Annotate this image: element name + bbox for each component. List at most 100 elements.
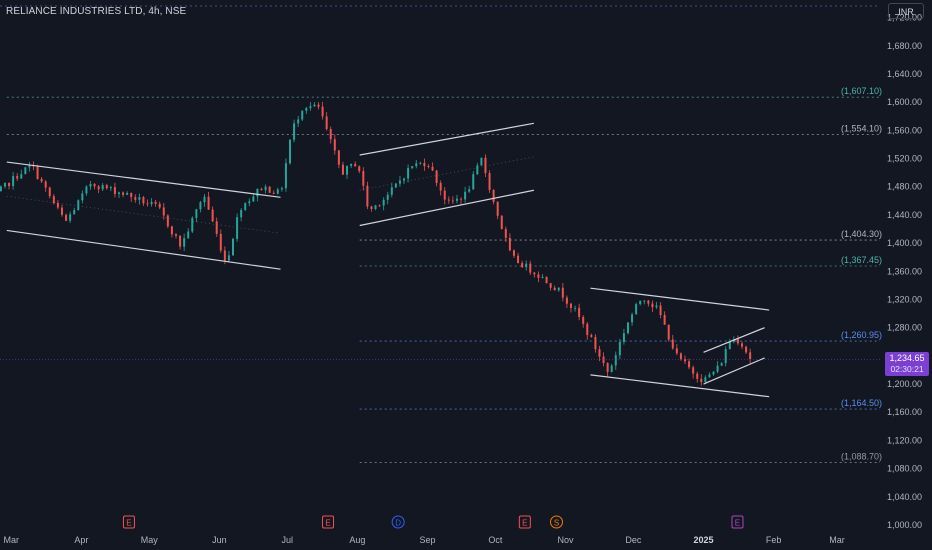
candle-body (736, 339, 739, 344)
candle-body (134, 197, 137, 200)
candle-body (130, 192, 133, 198)
candle-body (12, 176, 15, 187)
candle-body (175, 234, 177, 236)
candle-body (667, 324, 670, 340)
candle-body (512, 250, 515, 256)
candle-body (704, 377, 707, 383)
candle-body (529, 263, 532, 273)
candle-body (40, 178, 43, 182)
candle-body (244, 203, 247, 211)
candle-body (700, 378, 703, 383)
candle-body (582, 316, 585, 324)
candle-body (525, 263, 528, 268)
candle-body (427, 166, 430, 168)
event-earnings-marker (322, 515, 335, 529)
candle-body (305, 108, 308, 111)
candle-body (264, 186, 267, 191)
candle-body (407, 168, 410, 179)
candle-body (492, 189, 495, 202)
candle-body (508, 237, 511, 251)
event-earnings-marker (122, 515, 135, 529)
candle-body (272, 192, 275, 194)
candle-body (635, 304, 638, 315)
event-label: E (735, 519, 740, 528)
y-tick-label: 1,120.00 (887, 435, 922, 445)
candle-body (248, 201, 251, 204)
candle-body (423, 162, 426, 167)
candle-body (626, 322, 629, 334)
currency-button[interactable]: INR (888, 3, 924, 19)
candle-body (545, 276, 548, 284)
candle-body (179, 235, 182, 247)
candle-body (390, 187, 393, 195)
candle-body (65, 214, 68, 221)
candle-body (28, 165, 31, 168)
candle-body (20, 174, 23, 179)
level-label: (1,088.70) (841, 451, 882, 461)
level-label: (1,260.95) (841, 330, 882, 340)
y-tick-label: 1,600.00 (887, 97, 922, 107)
candle-body (683, 359, 686, 362)
y-tick-label: 1,520.00 (887, 154, 922, 164)
candle-body (166, 215, 169, 227)
candle-body (333, 139, 336, 151)
candle-body (101, 185, 104, 190)
candle-body (370, 206, 373, 209)
x-tick-label: Mar (4, 535, 20, 545)
candle-body (203, 196, 206, 203)
x-tick-label: Jul (282, 535, 294, 545)
x-tick-label: Sep (420, 535, 436, 545)
candle-body (659, 305, 662, 315)
candle-body (24, 167, 27, 175)
candle-body (504, 229, 507, 238)
candle-body (749, 352, 752, 359)
candle-body (276, 189, 279, 194)
candle-body (105, 185, 108, 189)
channel-upper-line (359, 122, 534, 156)
candle-body (594, 336, 597, 350)
candle-body (435, 170, 438, 183)
candle-body (280, 188, 283, 190)
candle-body (236, 217, 239, 239)
event-earnings-upcoming-marker (731, 515, 744, 529)
candle-body (745, 346, 748, 353)
candle-body (341, 164, 344, 175)
channel-lower-line (703, 357, 765, 385)
candle-body (187, 231, 190, 239)
last-price-value: 1,234.65 (889, 353, 925, 363)
candle-body (170, 226, 173, 235)
event-dividend-marker (391, 515, 405, 529)
y-tick-label: 1,160.00 (887, 407, 922, 417)
candle-body (0, 186, 2, 191)
x-tick-label: Apr (74, 535, 88, 545)
candle-body (386, 194, 389, 200)
candle-body (484, 157, 487, 174)
candle-body (439, 182, 442, 191)
candle-body (553, 287, 556, 291)
candle-body (411, 166, 414, 169)
candle-body (403, 178, 406, 181)
candle-body (569, 303, 572, 308)
candle-body (455, 198, 458, 201)
candle-body (85, 186, 88, 194)
candle-body (639, 300, 642, 305)
y-tick-label: 1,680.00 (887, 41, 922, 51)
y-tick-label: 1,080.00 (887, 464, 922, 474)
level-label: (1,164.50) (841, 398, 882, 408)
channel-lower-line (359, 189, 535, 227)
candle-body (158, 203, 161, 208)
candle-body (565, 297, 568, 304)
last-price-tag: 1,234.65 02:30:21 (885, 352, 929, 376)
candle-body (574, 307, 577, 309)
candle-body (517, 255, 520, 263)
candle-body (191, 217, 194, 232)
candle-body (586, 323, 589, 335)
channel-mid-line (359, 156, 534, 191)
candle-body (549, 283, 552, 288)
candle-body (93, 183, 96, 187)
candle-body (741, 343, 744, 347)
candle-body (219, 233, 222, 251)
candle-body (44, 181, 47, 188)
candle-body (724, 349, 727, 364)
